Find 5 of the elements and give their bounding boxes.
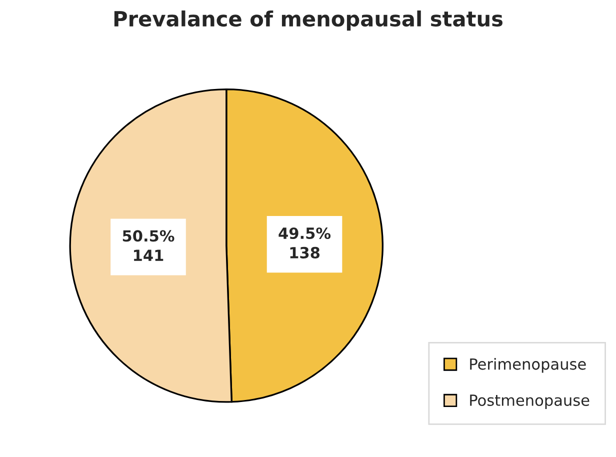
data-label: 49.5% 138 <box>278 227 331 258</box>
data-label: 50.5% 141 <box>122 230 174 261</box>
legend-label: Postmenopause <box>470 394 590 409</box>
legend-label: Perimenopause <box>470 358 586 373</box>
chart-title: Prevalance of menopausal status <box>114 10 502 31</box>
